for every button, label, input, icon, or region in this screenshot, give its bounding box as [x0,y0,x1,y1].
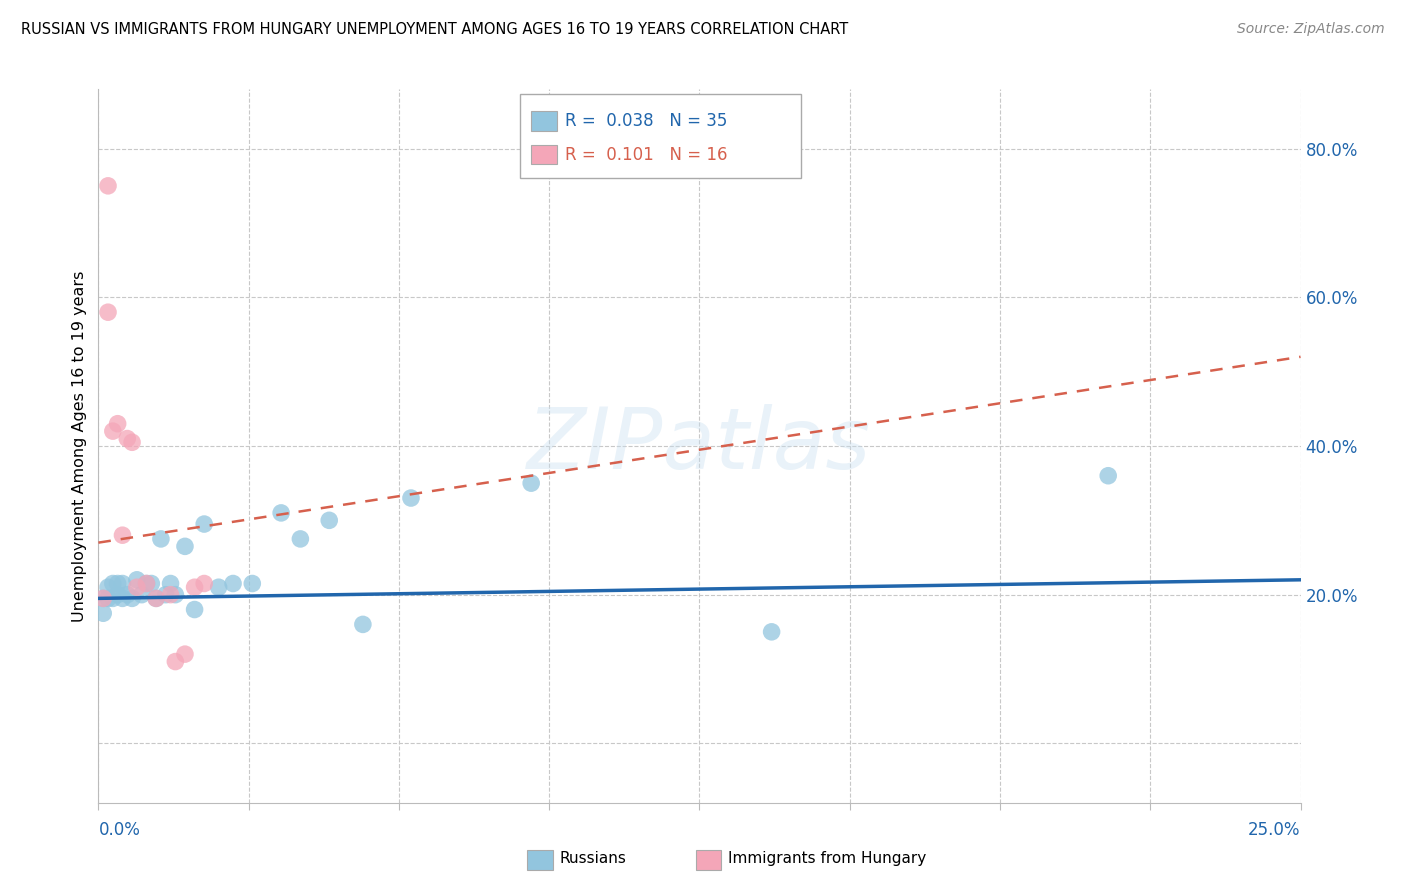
Text: 25.0%: 25.0% [1249,822,1301,839]
Point [155,588,177,602]
Point [121,591,143,606]
Point [125,573,148,587]
Text: RUSSIAN VS IMMIGRANTS FROM HUNGARY UNEMPLOYMENT AMONG AGES 16 TO 19 YEARS CORREL: RUSSIAN VS IMMIGRANTS FROM HUNGARY UNEMP… [21,22,848,37]
Text: R =  0.101   N = 16: R = 0.101 N = 16 [565,145,728,163]
Point [111,591,134,606]
Point [183,580,205,594]
Point [145,591,167,606]
Point [159,588,181,602]
Point [145,591,167,606]
Point [222,576,245,591]
Point [91,591,114,606]
Point [117,432,139,446]
Point [270,506,292,520]
Point [97,580,120,594]
Point [125,580,148,594]
Point [101,591,124,606]
Point [101,576,124,591]
Point [208,580,231,594]
Point [520,476,543,491]
Point [318,513,340,527]
Point [159,576,181,591]
Point [399,491,422,505]
Point [135,576,157,591]
Point [91,591,114,606]
Point [97,178,120,193]
Point [107,588,129,602]
Point [149,532,172,546]
Text: Source: ZipAtlas.com: Source: ZipAtlas.com [1237,22,1385,37]
Text: Russians: Russians [560,851,627,865]
Point [174,539,197,553]
Point [193,516,215,531]
Text: R =  0.038   N = 35: R = 0.038 N = 35 [565,112,727,129]
Point [101,424,124,438]
Point [141,576,163,591]
Point [352,617,374,632]
Point [117,588,139,602]
Point [165,655,187,669]
Text: 0.0%: 0.0% [98,822,141,839]
Point [240,576,263,591]
Point [111,528,134,542]
Point [183,602,205,616]
Point [91,607,114,621]
Point [97,591,120,606]
Text: ZIPatlas: ZIPatlas [527,404,872,488]
Point [174,647,197,661]
Point [121,435,143,450]
Point [107,576,129,591]
Point [761,624,783,639]
Y-axis label: Unemployment Among Ages 16 to 19 years: Unemployment Among Ages 16 to 19 years [72,270,87,622]
Point [107,417,129,431]
Point [97,305,120,319]
Point [290,532,312,546]
Point [1097,468,1119,483]
Point [111,576,134,591]
Point [135,576,157,591]
Point [165,588,187,602]
Point [131,588,153,602]
Text: Immigrants from Hungary: Immigrants from Hungary [728,851,927,865]
Point [193,576,215,591]
